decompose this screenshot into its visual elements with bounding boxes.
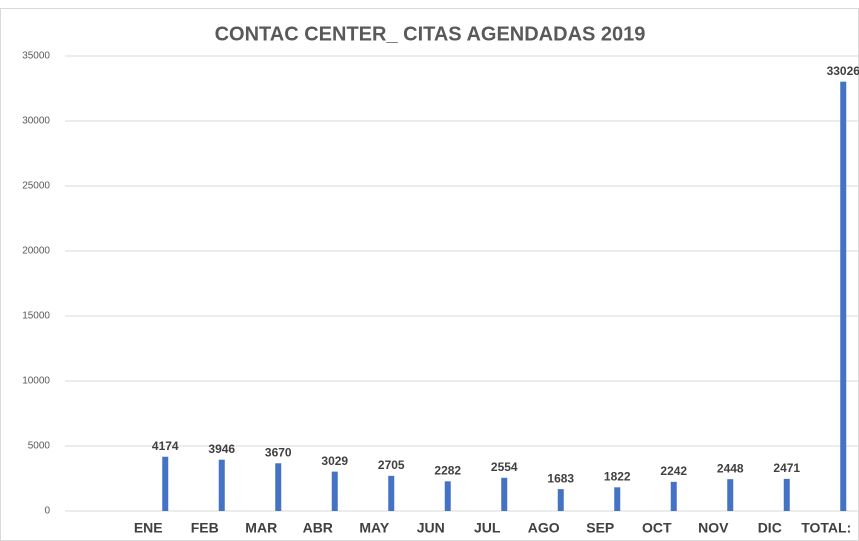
data-label: 3670 <box>265 445 292 459</box>
bar <box>331 471 338 511</box>
data-label: 1683 <box>547 471 574 485</box>
data-label: 3029 <box>321 454 348 468</box>
data-label: 2554 <box>491 460 518 474</box>
data-label: 1822 <box>604 469 631 483</box>
bar <box>840 81 847 512</box>
x-tick-label: ABR <box>303 520 333 536</box>
x-tick-label: FEB <box>191 520 219 536</box>
bar <box>727 479 734 511</box>
y-tick-label: 15000 <box>22 311 50 322</box>
x-tick-label: NOV <box>698 520 729 536</box>
y-tick-label: 10000 <box>22 376 50 387</box>
bar <box>783 478 790 511</box>
x-tick-label: MAR <box>245 520 277 536</box>
bar <box>670 481 677 511</box>
x-tick-label: JUL <box>474 520 501 536</box>
data-label: 2448 <box>717 461 744 475</box>
x-tick-label: DIC <box>758 520 782 536</box>
bar <box>275 463 282 511</box>
data-label: 2705 <box>378 458 405 472</box>
y-tick-label: 5000 <box>28 441 51 452</box>
x-tick-label: ENE <box>134 520 163 536</box>
data-label: 4174 <box>152 439 179 453</box>
x-tick-label: SEP <box>586 520 614 536</box>
bar <box>501 477 508 511</box>
bar <box>557 489 564 511</box>
x-tick-label: JUN <box>417 520 445 536</box>
x-tick-label: TOTAL: <box>801 520 851 536</box>
data-label: 2242 <box>660 464 687 478</box>
x-tick-label: MAY <box>359 520 389 536</box>
data-label: 2471 <box>773 461 800 475</box>
chart-title: CONTAC CENTER_ CITAS AGENDADAS 2019 <box>215 23 646 45</box>
bar <box>218 459 225 511</box>
data-label: 2282 <box>434 464 461 478</box>
bar <box>388 475 395 511</box>
y-tick-label: 20000 <box>22 246 50 257</box>
bar <box>614 487 621 511</box>
data-label: 33026 <box>827 64 859 78</box>
x-tick-label: AGO <box>528 520 560 536</box>
x-tick-label: OCT <box>642 520 672 536</box>
y-tick-label: 30000 <box>22 116 50 127</box>
y-tick-label: 0 <box>44 506 50 517</box>
bar <box>162 456 169 511</box>
y-tick-label: 35000 <box>22 51 50 62</box>
data-label: 3946 <box>208 442 235 456</box>
y-tick-label: 25000 <box>22 181 50 192</box>
bar <box>444 481 451 511</box>
